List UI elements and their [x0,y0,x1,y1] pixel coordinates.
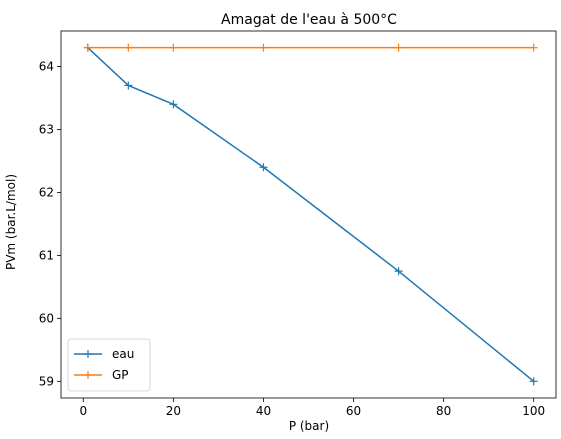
x-tick-label: 0 [79,404,87,418]
y-tick-label: 59 [39,374,54,388]
legend-label-GP: GP [112,368,129,382]
legend-marker-GP [84,371,92,379]
legend-box [67,338,151,392]
y-tick-label: 63 [39,123,54,137]
x-tick-label: 40 [256,404,271,418]
data-point-eau-4 [394,267,403,276]
legend-marker-eau [84,350,92,358]
x-tick-label: 60 [346,404,361,418]
data-point-GP-2 [169,43,178,52]
legend: eau GP [67,338,151,392]
data-point-GP-3 [259,43,268,52]
series-line-eau [87,47,535,382]
data-point-GP-4 [394,43,403,52]
y-tick-label: 61 [39,248,54,262]
y-tick-label: 62 [39,185,54,199]
axes-frame [60,30,557,399]
data-point-eau-2 [169,100,178,109]
y-tick-label: 60 [39,311,54,325]
data-point-GP-0 [83,43,92,52]
data-point-GP-5 [529,43,538,52]
y-tick-label: 64 [39,60,54,74]
data-point-eau-5 [529,377,538,386]
x-axis-label: P (bar) [289,419,329,433]
x-tick-label: 100 [522,404,545,418]
data-point-GP-1 [124,43,133,52]
data-point-eau-3 [259,163,268,172]
data-point-eau-1 [124,81,133,90]
legend-label-eau: eau [112,347,134,361]
plot-area: 0 20 40 60 80 100 59 60 61 62 63 64 [39,30,557,418]
x-tick-label: 20 [166,404,181,418]
y-axis-label: PVm (bar.L/mol) [4,174,18,270]
x-tick-label: 80 [436,404,451,418]
chart-title: Amagat de l'eau à 500°C [221,12,397,28]
